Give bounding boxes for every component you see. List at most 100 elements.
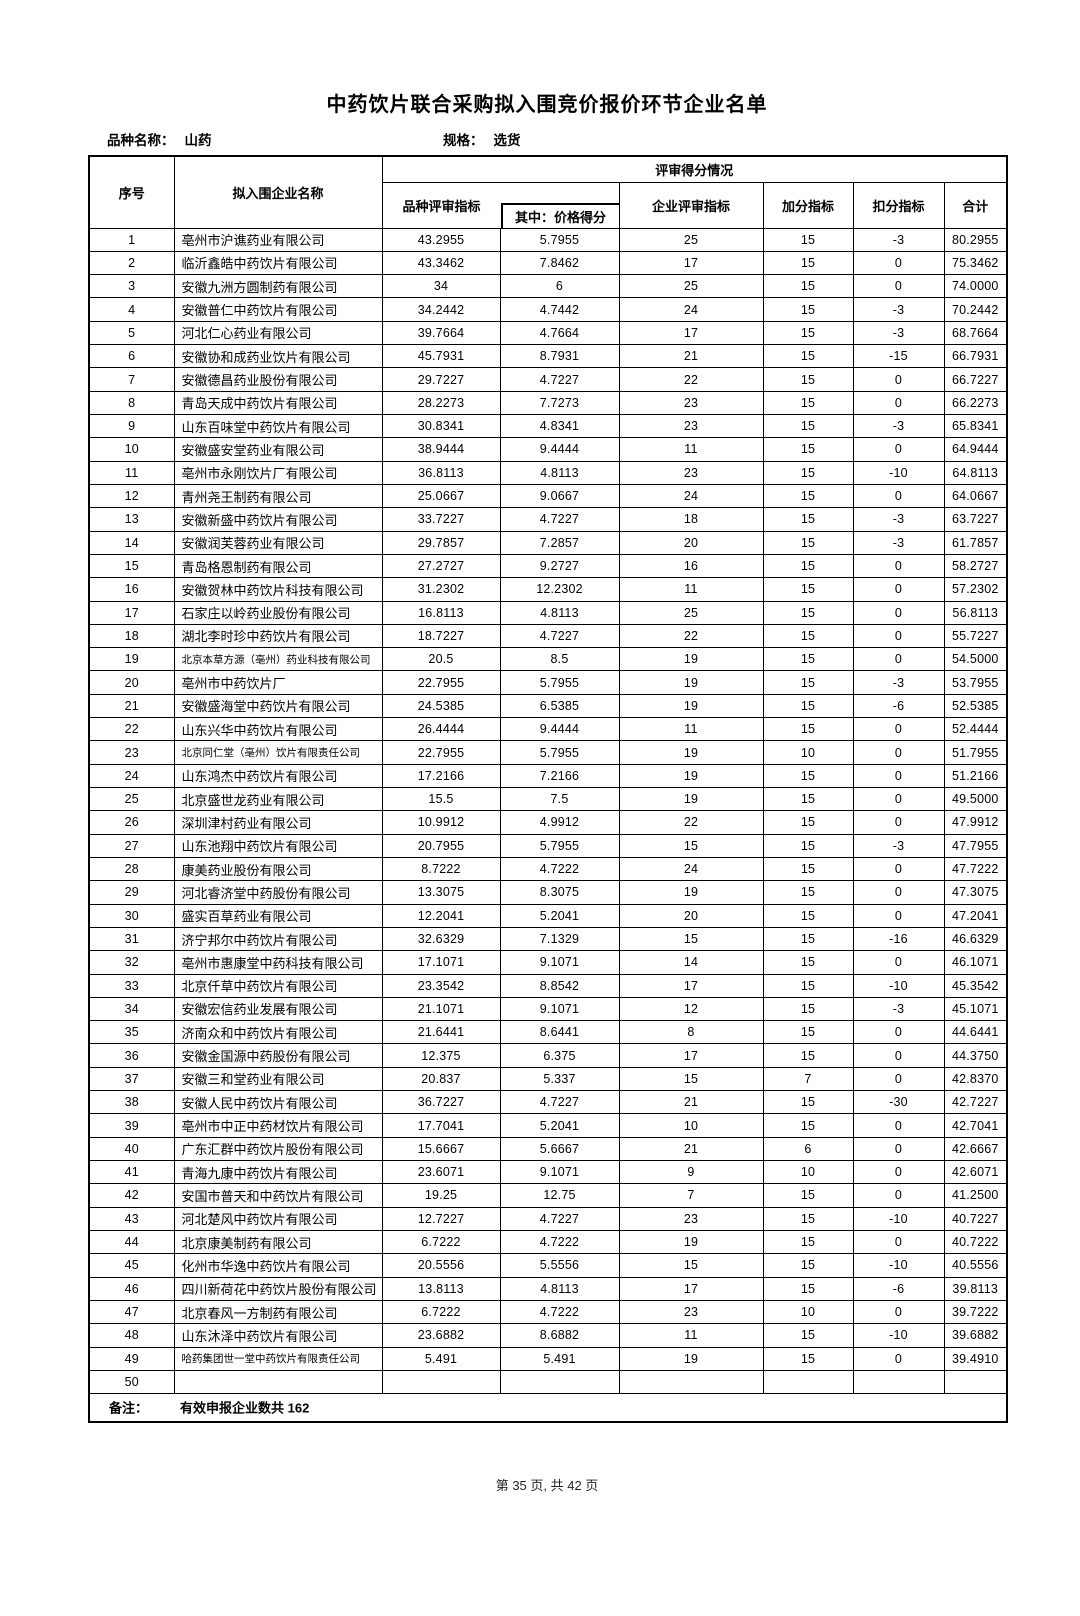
company-name: 亳州市中药饮片厂	[173, 670, 383, 695]
total-score: 70.2442	[943, 297, 1008, 322]
row-index: 1	[88, 227, 175, 252]
table-row: 26 深圳津村药业有限公司 10.9912 4.9912 22 15 0 47.9912	[88, 810, 1008, 835]
variety-score: 43.2955	[381, 227, 501, 252]
bonus-score: 15	[762, 926, 854, 952]
row-index: 35	[88, 1020, 175, 1045]
header-price-score: 其中：价格得分	[500, 202, 618, 227]
company-name: 安徽润芙蓉药业有限公司	[173, 530, 383, 555]
table-row: 28 康美药业股份有限公司 8.7222 4.7222 24 15 0 47.7222	[88, 856, 1008, 882]
price-score: 4.7442	[499, 297, 620, 322]
total-score: 66.7227	[943, 367, 1008, 392]
row-index: 8	[88, 390, 175, 416]
row-index: 30	[88, 903, 175, 928]
row-index: 6	[88, 344, 175, 369]
table-header: 序号 拟入围企业名称 评审得分情况 品种评审指标 其中：价格得分 企业评审指标 …	[88, 155, 1008, 229]
row-index: 18	[88, 623, 175, 649]
deduction-score: 0	[852, 1183, 945, 1208]
enterprise-score: 19	[618, 1229, 764, 1255]
bonus-score: 15	[762, 996, 854, 1022]
enterprise-score: 22	[618, 367, 764, 392]
page-title: 中药饮片联合采购拟入围竞价报价环节企业名单	[326, 94, 768, 116]
enterprise-score: 14	[618, 950, 764, 975]
bonus-score: 15	[762, 1090, 854, 1115]
spec-value: 选货	[493, 133, 521, 148]
row-index: 40	[88, 1136, 175, 1162]
variety-score: 33.7227	[381, 507, 501, 532]
table-row: 38 安徽人民中药饮片有限公司 36.7227 4.7227 21 15 -30 42.722…	[88, 1090, 1008, 1115]
remark-row: 备注： 有效申报企业数共 162	[88, 1393, 1008, 1423]
table-row: 14 安徽润芙蓉药业有限公司 29.7857 7.2857 20 15 -3 61.7857	[88, 530, 1008, 555]
company-name: 河北楚风中药饮片有限公司	[173, 1206, 383, 1231]
deduction-score: 0	[852, 717, 945, 742]
price-score: 5.337	[499, 1066, 620, 1092]
enterprise-score: 24	[618, 856, 764, 882]
enterprise-score: 23	[618, 390, 764, 416]
row-index: 5	[88, 320, 175, 346]
table-row: 40 广东汇群中药饮片股份有限公司 15.6667 5.6667 21 6 0 42.6667	[88, 1136, 1008, 1162]
enterprise-score: 15	[618, 1253, 764, 1278]
table-row: 37 安徽三和堂药业有限公司 20.837 5.337 15 7 0 42.8370	[88, 1066, 1008, 1092]
table-row: 13 安徽新盛中药饮片有限公司 33.7227 4.7227 18 15 -3 63.7227	[88, 507, 1008, 532]
company-name: 安徽新盛中药饮片有限公司	[173, 507, 383, 532]
enterprise-score: 23	[618, 1206, 764, 1231]
variety-score: 32.6329	[381, 926, 501, 952]
enterprise-score: 11	[618, 717, 764, 742]
meta-row: 品种名称： 山药 规格： 选货	[88, 129, 1006, 151]
deduction-score: -10	[852, 460, 945, 485]
enterprise-score: 20	[618, 530, 764, 555]
variety-score: 15.5	[381, 786, 501, 812]
price-score: 7.8462	[499, 250, 620, 276]
bonus-score	[762, 1369, 854, 1395]
price-score: 4.7222	[499, 856, 620, 882]
variety-score: 34	[381, 274, 501, 299]
deduction-score: 0	[852, 950, 945, 975]
table-row: 24 山东鸿杰中药饮片有限公司 17.2166 7.2166 19 15 0 51.2166	[88, 763, 1008, 789]
total-score: 58.2727	[943, 553, 1008, 579]
row-index: 7	[88, 367, 175, 392]
enterprise-score: 9	[618, 1159, 764, 1185]
company-name: 哈药集团世一堂中药饮片有限责任公司	[173, 1346, 383, 1371]
bonus-score: 15	[762, 227, 854, 252]
bonus-score: 15	[762, 1183, 854, 1208]
variety-score: 23.6882	[381, 1323, 501, 1348]
price-score: 4.7227	[499, 623, 620, 649]
price-score: 8.6441	[499, 1020, 620, 1045]
table-row: 5 河北仁心药业有限公司 39.7664 4.7664 17 15 -3 68.7664	[88, 320, 1008, 346]
total-score: 64.9444	[943, 437, 1008, 462]
variety-score: 23.6071	[381, 1159, 501, 1185]
total-score: 39.4910	[943, 1346, 1008, 1371]
enterprise-score: 12	[618, 996, 764, 1022]
variety-score: 19.25	[381, 1183, 501, 1208]
price-score: 4.8113	[499, 1276, 620, 1301]
bonus-score: 15	[762, 973, 854, 998]
deduction-score: -16	[852, 926, 945, 952]
variety-score: 17.7041	[381, 1113, 501, 1138]
variety-score: 22.7955	[381, 670, 501, 695]
variety-label: 品种名称：	[107, 133, 175, 148]
row-index: 12	[88, 483, 175, 509]
row-index: 13	[88, 507, 175, 532]
enterprise-score: 20	[618, 903, 764, 928]
table-row: 3 安徽九洲方圆制药有限公司 34 6 25 15 0 74.0000	[88, 274, 1008, 299]
total-score: 63.7227	[943, 507, 1008, 532]
variety-score: 12.2041	[381, 903, 501, 928]
company-name	[173, 1369, 383, 1395]
table-row: 12 青州尧王制药有限公司 25.0667 9.0667 24 15 0 64.0667	[88, 483, 1008, 509]
deduction-score: -10	[852, 973, 945, 998]
bonus-score: 15	[762, 390, 854, 416]
variety-score: 20.5	[381, 647, 501, 672]
remark-label: 备注：	[109, 1400, 149, 1416]
total-score: 42.8370	[943, 1066, 1008, 1092]
total-score: 54.5000	[943, 647, 1008, 672]
deduction-score: -3	[852, 320, 945, 346]
variety-score: 20.5556	[381, 1253, 501, 1278]
deduction-score: 0	[852, 553, 945, 579]
spec-label: 规格：	[443, 133, 484, 148]
company-name: 临沂鑫皓中药饮片有限公司	[173, 250, 383, 276]
bonus-score: 15	[762, 717, 854, 742]
company-name: 山东百味堂中药饮片有限公司	[173, 413, 383, 439]
bonus-score: 10	[762, 1159, 854, 1185]
price-score: 4.7664	[499, 320, 620, 346]
price-score: 9.1071	[499, 950, 620, 975]
deduction-score: 0	[852, 483, 945, 509]
